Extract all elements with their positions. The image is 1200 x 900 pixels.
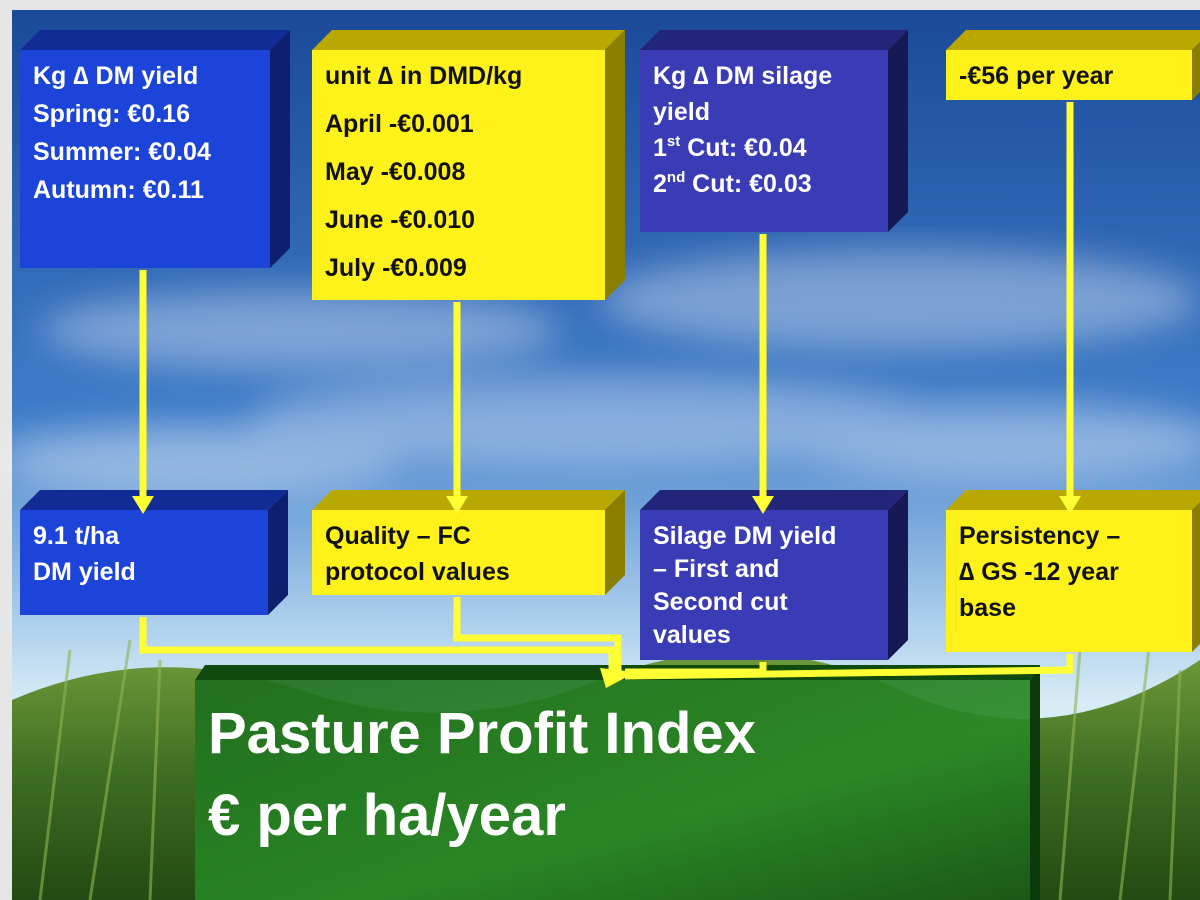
box-front — [946, 50, 1192, 100]
box-front — [312, 50, 605, 300]
text-line: unit ∆ in DMD/kg — [325, 62, 523, 90]
box-side — [270, 30, 290, 268]
text-line: May -€0.008 — [325, 158, 466, 186]
text-line: Quality – FC — [325, 522, 471, 550]
box-top — [20, 30, 290, 50]
text-run: Cut: €0.04 — [680, 134, 807, 162]
box-side — [1030, 665, 1040, 900]
box-side — [605, 30, 625, 300]
box-top — [640, 490, 908, 510]
box-side — [888, 490, 908, 660]
superscript: nd — [666, 169, 686, 186]
text-line: Second cut — [653, 588, 788, 616]
text-line: yield — [653, 98, 710, 126]
text-line: ∆ GS -12 year — [959, 558, 1119, 586]
text-line: Autumn: €0.11 — [33, 176, 204, 204]
box-side — [1192, 502, 1200, 652]
superscript: st — [666, 133, 681, 150]
text-line: € per ha/year — [208, 783, 566, 848]
text-line: Kg ∆ DM yield — [33, 62, 199, 90]
box-top — [640, 30, 908, 50]
box-front — [312, 510, 605, 595]
text-line: values — [653, 621, 731, 649]
text-line: 1st Cut: €0.04 — [653, 134, 807, 163]
text-line: Spring: €0.16 — [33, 100, 190, 128]
box-front — [20, 510, 268, 615]
text-line: Pasture Profit Index — [208, 701, 756, 766]
text-run: 1 — [653, 134, 667, 162]
box-top — [312, 490, 625, 510]
box-top — [312, 30, 625, 50]
box-top — [946, 30, 1200, 50]
text-line: DM yield — [33, 558, 136, 586]
box-front — [20, 50, 270, 268]
text-line: base — [959, 594, 1016, 622]
box-side — [605, 490, 625, 595]
text-run: 2 — [653, 170, 667, 198]
box-side — [268, 490, 288, 615]
box-front — [640, 50, 888, 232]
box-side — [888, 30, 908, 232]
arrowheads — [132, 496, 1081, 688]
text-line: protocol values — [325, 558, 510, 586]
box-side — [1192, 42, 1200, 100]
box-front — [640, 510, 888, 660]
text-line: 2nd Cut: €0.03 — [653, 170, 812, 199]
text-line: April -€0.001 — [325, 110, 474, 138]
text-line: July -€0.009 — [325, 254, 467, 282]
text-line: -€56 per year — [959, 62, 1114, 90]
text-line: Silage DM yield — [653, 522, 837, 550]
text-line: Persistency – — [959, 522, 1121, 550]
result-box — [195, 680, 1030, 900]
connectors — [139, 102, 1074, 680]
text-line: 9.1 t/ha — [33, 522, 120, 550]
text-line: – First and — [653, 555, 780, 583]
box-top — [20, 490, 288, 510]
text-run: Cut: €0.03 — [685, 170, 812, 198]
text-line: Summer: €0.04 — [33, 138, 211, 166]
box-front — [946, 510, 1192, 652]
text-line: June -€0.010 — [325, 206, 476, 234]
text-line: Kg ∆ DM silage — [653, 62, 833, 90]
